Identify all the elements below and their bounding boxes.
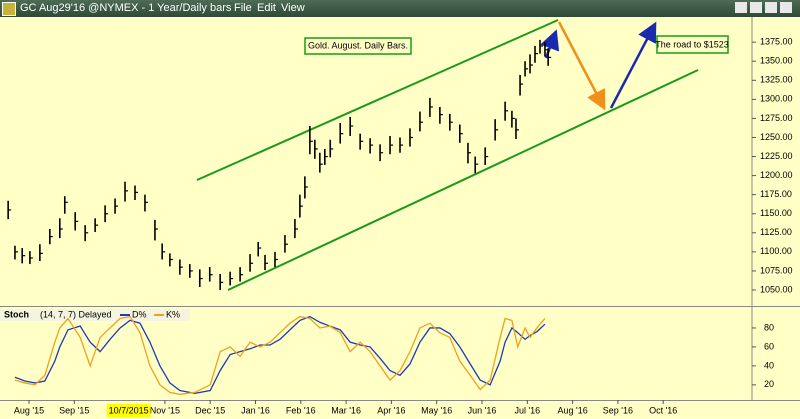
x-tick-label: Dec '15 [195, 405, 225, 415]
x-tick-label: Sep '16 [603, 405, 633, 415]
y-tick-label: 60 [764, 341, 774, 351]
arrow [609, 21, 657, 109]
x-tick-label: Jan '16 [241, 405, 270, 415]
y-tick-label: 1050.00 [760, 284, 793, 294]
study-name: Stoch [4, 309, 29, 319]
y-tick-label: 1150.00 [760, 208, 792, 218]
y-tick-label: 1250.00 [760, 132, 793, 142]
x-tick-label: Nov '15 [150, 405, 180, 415]
y-tick-label: 1275.00 [760, 113, 793, 123]
x-tick-label: Feb '16 [286, 405, 316, 415]
y-tick-label: 1300.00 [760, 94, 793, 104]
y-tick-label: 20 [764, 379, 774, 389]
study-header [0, 309, 190, 321]
y-tick-label: 1200.00 [760, 170, 793, 180]
annotation-box [304, 37, 412, 55]
stoch-line [14, 315, 546, 395]
x-tick-label: Jun '16 [468, 405, 497, 415]
x-tick-label: May '16 [421, 405, 452, 415]
x-tick-label: Aug '15 [14, 405, 44, 415]
y-tick-label: 1100.00 [760, 246, 792, 256]
y-tick-label: 1075.00 [760, 265, 793, 275]
x-tick-label: Oct '16 [649, 405, 677, 415]
y-tick-label: 1125.00 [760, 227, 792, 237]
plot-background [0, 17, 752, 400]
window-button[interactable] [735, 2, 747, 13]
stoch-line [14, 315, 546, 395]
window-button[interactable] [765, 2, 777, 13]
menu-item[interactable]: View [281, 2, 305, 14]
title-bar: GC Aug29'16 @NYMEX - 1 Year/Daily bars F… [0, 0, 800, 17]
arrow [557, 21, 606, 111]
trend-line [196, 19, 559, 181]
app-icon [2, 2, 16, 16]
cursor-label-bg [106, 404, 151, 417]
legend-label: K% [166, 309, 180, 319]
x-tick-label: Jul '16 [514, 405, 540, 415]
menu-item[interactable]: Edit [257, 2, 276, 14]
window-button[interactable] [780, 2, 792, 13]
x-tick-label: Apr '16 [377, 405, 405, 415]
annotation: Gold. August. Daily Bars. [308, 40, 408, 50]
study-params: (14, 7, 7) Delayed [40, 309, 112, 319]
x-tick-label: Mar '16 [331, 405, 361, 415]
chart-title: GC Aug29'16 @NYMEX - 1 Year/Daily bars [20, 2, 232, 14]
y-tick-label: 80 [764, 322, 774, 332]
annotation: The road to $1523 [655, 39, 729, 49]
window-button[interactable] [750, 2, 762, 13]
cursor-label: 10/7/2015 [109, 405, 149, 415]
legend-label: D% [132, 309, 147, 319]
trend-line [227, 69, 699, 291]
annotation-box [656, 35, 729, 54]
y-tick-label: 1175.00 [760, 189, 792, 199]
y-tick-label: 1325.00 [760, 75, 793, 85]
x-tick-label: Sep '15 [59, 405, 89, 415]
menu-item[interactable]: File [234, 2, 252, 14]
y-tick-label: 1350.00 [760, 56, 793, 66]
y-tick-label: 40 [764, 360, 774, 370]
y-tick-label: 1375.00 [760, 37, 793, 47]
x-tick-label: Aug '16 [557, 405, 587, 415]
y-tick-label: 1225.00 [760, 151, 793, 161]
